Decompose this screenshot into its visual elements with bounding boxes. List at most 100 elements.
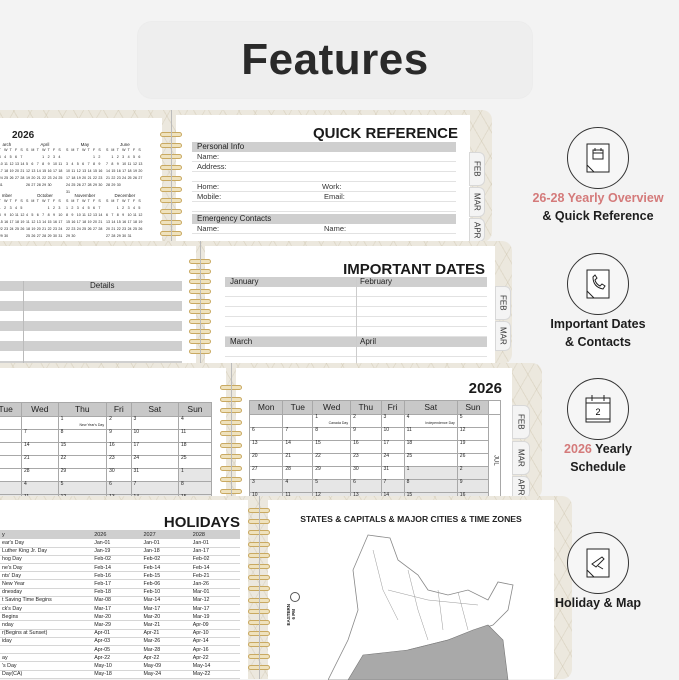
calendar-day-cell[interactable]: 4 (20, 481, 59, 495)
calendar-day-cell[interactable]: 5 (57, 481, 108, 495)
calendar-day-cell[interactable]: 8 (57, 429, 108, 443)
calendar-day-cell[interactable]: 18 (177, 442, 213, 456)
yearly-overview-page: 2026 archSMTWTFS123456789101112131415161… (0, 118, 162, 242)
calendar-day-cell[interactable]: 31 (130, 468, 179, 482)
calendar-day-cell[interactable]: 13 (248, 440, 284, 454)
mobile-field[interactable]: Mobile: (197, 192, 222, 201)
calendar-day-cell[interactable]: 3 (130, 416, 179, 430)
calendar-day-cell[interactable]: 6 (248, 427, 284, 441)
tab-mar[interactable]: MAR (495, 321, 511, 351)
calendar-day-cell[interactable]: 19 (456, 440, 490, 454)
calendar-day-cell[interactable]: 21 (20, 455, 59, 469)
calendar-day-cell[interactable] (248, 414, 284, 428)
emergency-name-field[interactable]: Name: (197, 224, 220, 233)
name-field[interactable]: Name: (192, 152, 456, 162)
calendar-day-cell[interactable]: 26 (456, 453, 490, 467)
calendar-day-cell[interactable]: 24 (380, 453, 405, 467)
home-field[interactable]: Home: (197, 182, 220, 191)
calendar-day-cell[interactable]: 8 (177, 481, 213, 495)
calendar-day-cell[interactable]: 30 (106, 468, 132, 482)
calendar-day-cell[interactable]: 16 (106, 442, 132, 456)
calendar-day-cell[interactable]: 14 (282, 440, 314, 454)
calendar-day-cell[interactable]: 13 (0, 442, 22, 456)
calendar-day-cell[interactable] (20, 416, 59, 430)
calendar-day-cell[interactable]: 10 (130, 429, 179, 443)
calendar-day-cell[interactable] (282, 414, 314, 428)
calendar-day-cell[interactable]: 1 New Year's Day (57, 416, 108, 430)
calendar-day-cell[interactable]: 3 (380, 414, 405, 428)
calendar-day-cell[interactable]: 27 (248, 466, 284, 480)
calendar-day-cell[interactable]: 30 (350, 466, 382, 480)
calendar-day-cell[interactable]: 2 (350, 414, 382, 428)
calendar-day-cell[interactable]: 6 (106, 481, 132, 495)
tab-feb[interactable]: FEB (495, 286, 511, 320)
calendar-day-cell[interactable]: 24 (130, 455, 179, 469)
holiday-cell: Mar-12 (190, 596, 240, 606)
tab-apr[interactable]: APR (469, 218, 485, 242)
holiday-cell: Apr-22 (92, 653, 142, 663)
calendar-day-cell[interactable]: 18 (403, 440, 458, 454)
calendar-day-cell[interactable]: 11 (403, 427, 458, 441)
holiday-cell: Apr-10 (190, 629, 240, 638)
calendar-day-cell[interactable]: 4 Independence Day (403, 414, 458, 428)
calendar-day-cell[interactable]: 1 (403, 466, 458, 480)
calendar-day-cell[interactable]: 20 (248, 453, 284, 467)
calendar-day-cell[interactable]: 9 (106, 429, 132, 443)
calendar-day-cell[interactable]: 1 (177, 468, 213, 482)
calendar-day-cell[interactable]: 8 (403, 479, 458, 493)
calendar-day-cell[interactable]: 20 (0, 455, 22, 469)
mini-month-name: mber (1, 193, 12, 198)
calendar-day-cell[interactable]: 4 (282, 479, 314, 493)
address-field[interactable]: Address: (192, 162, 456, 172)
calendar-day-cell[interactable]: 28 (20, 468, 59, 482)
calendar-day-cell[interactable]: 27 (0, 468, 22, 482)
calendar-day-cell[interactable]: 23 (350, 453, 382, 467)
email-field[interactable]: Email: (324, 192, 345, 201)
calendar-day-cell[interactable]: 21 (282, 453, 314, 467)
tab-mar[interactable]: MAR (512, 441, 530, 475)
emergency-name-field[interactable]: Name: (324, 224, 347, 233)
calendar-day-cell[interactable]: 2 (106, 416, 132, 430)
calendar-day-cell[interactable]: 7 (282, 427, 314, 441)
calendar-day-cell[interactable]: 8 (312, 427, 352, 441)
calendar-day-cell[interactable]: 15 (312, 440, 352, 454)
calendar-day-cell[interactable]: 25 (177, 455, 213, 469)
calendar-day-cell[interactable]: 7 (380, 479, 405, 493)
calendar-day-cell[interactable]: 10 (380, 427, 405, 441)
tab-feb[interactable]: FEB (512, 405, 530, 439)
tab-mar[interactable]: MAR (469, 187, 485, 217)
calendar-day-cell[interactable]: 9 (350, 427, 382, 441)
calendar-day-cell[interactable]: 6 (0, 429, 22, 443)
calendar-day-cell[interactable]: 31 (380, 466, 405, 480)
calendar-day-cell[interactable]: 22 (57, 455, 108, 469)
calendar-day-cell[interactable]: 4 (177, 416, 213, 430)
calendar-day-cell[interactable]: 5 (312, 479, 352, 493)
calendar-day-cell[interactable]: 22 (312, 453, 352, 467)
calendar-day-cell[interactable]: 11 (177, 429, 213, 443)
calendar-day-cell[interactable]: 7 (20, 429, 59, 443)
calendar-day-cell[interactable]: 1 Canada Day (312, 414, 352, 428)
calendar-day-cell[interactable]: 29 (312, 466, 352, 480)
day: 15 (111, 169, 116, 173)
calendar-day-cell[interactable]: 17 (380, 440, 405, 454)
calendar-day-cell[interactable]: 5 (456, 414, 490, 428)
calendar-day-cell[interactable] (0, 416, 22, 430)
calendar-day-cell[interactable]: 25 (403, 453, 458, 467)
calendar-day-cell[interactable]: 9 (456, 479, 490, 493)
calendar-day-cell[interactable]: 7 (130, 481, 179, 495)
calendar-day-cell[interactable]: 17 (130, 442, 179, 456)
calendar-day-cell[interactable]: 3 (248, 479, 284, 493)
calendar-day-cell[interactable]: 28 (282, 466, 314, 480)
calendar-day-cell[interactable]: 2 (456, 466, 490, 480)
calendar-day-cell[interactable]: 3 (0, 481, 22, 495)
day: 17 (66, 176, 70, 180)
calendar-day-cell[interactable]: 15 (57, 442, 108, 456)
tab-feb[interactable]: FEB (469, 152, 485, 186)
calendar-day-cell[interactable]: 6 (350, 479, 382, 493)
work-field[interactable]: Work: (322, 182, 342, 191)
calendar-day-cell[interactable]: 12 (456, 427, 490, 441)
calendar-day-cell[interactable]: 23 (106, 455, 132, 469)
calendar-day-cell[interactable]: 14 (20, 442, 59, 456)
calendar-day-cell[interactable]: 16 (350, 440, 382, 454)
calendar-day-cell[interactable]: 29 (57, 468, 108, 482)
